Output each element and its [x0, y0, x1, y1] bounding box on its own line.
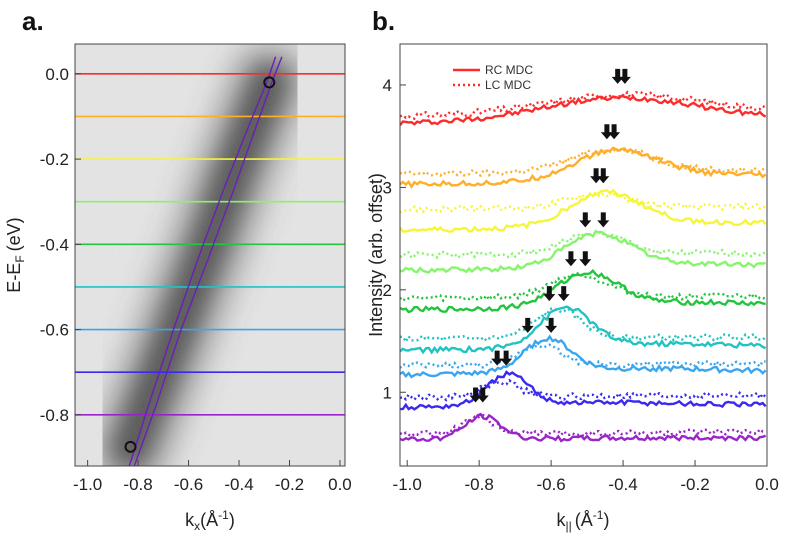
peak-arrow-icon-8-0	[469, 387, 482, 403]
peak-arrow-icon-8-1	[476, 387, 489, 403]
b-y-tick-label-3: 4	[383, 76, 392, 95]
panel-b-frame	[399, 43, 768, 467]
lc-mdc-curve-2	[400, 191, 766, 214]
y-tick-label-0: 0.0	[45, 65, 69, 84]
b-x-tick-label-4: -0.2	[680, 475, 709, 494]
x-title-close: )	[603, 510, 609, 530]
peak-arrow-icon-4-1	[579, 251, 592, 267]
panel-a-frame	[74, 43, 346, 467]
legend-label-lc: LC MDC	[485, 78, 531, 92]
peak-arrow-icon-0-1	[618, 68, 631, 84]
x-title-sup: -1	[218, 508, 229, 522]
peak-arrow-icon-6-0	[521, 317, 534, 333]
circle-marker-1	[124, 440, 137, 453]
panel-a-x-axis-title: kx(Å-1)	[185, 508, 235, 533]
panel-b-mdc-stack: -1.0 -0.8 -0.6 -0.4 -0.2 0.0 1 2 3 4 RC MDC LC MD…	[366, 43, 779, 533]
rc-mdc-curve-6	[400, 334, 767, 379]
peak-arrow-icon-7-1	[500, 350, 513, 366]
rc-mdc-curve-5	[400, 305, 767, 355]
panel-a-label: a.	[22, 6, 44, 36]
panel-b-y-axis-title: Intensity (arb. offset)	[366, 173, 386, 337]
x-title-k: k	[557, 510, 567, 530]
y-tick-label-3: -0.6	[40, 321, 69, 340]
y-tick-label-1: -0.2	[40, 150, 69, 169]
x-title-sup: -1	[593, 508, 604, 522]
peak-arrow-icon-7-0	[491, 350, 504, 366]
x-tick-label-5: 0.0	[328, 475, 352, 494]
legend: RC MDC LC MDC	[453, 63, 533, 92]
circle-marker-0	[263, 76, 276, 89]
b-y-tick-label-1: 2	[383, 281, 392, 300]
lc-mdc-curve-0	[400, 90, 767, 120]
b-x-tick-label-3: -0.4	[608, 475, 637, 494]
b-x-tick-label-2: -0.6	[536, 475, 565, 494]
peak-arrow-icon-2-1	[597, 168, 610, 184]
x-title-sub: x	[194, 519, 200, 533]
peak-arrow-icon-0-0	[611, 68, 624, 84]
x-title-unit: (Å	[575, 510, 593, 530]
mdc-curves	[400, 90, 767, 443]
x-tick-label-2: -0.6	[174, 475, 203, 494]
peak-arrow-icon-2-0	[590, 168, 603, 184]
peak-arrow-icon-3-0	[579, 212, 592, 228]
peak-arrow-icon-5-1	[557, 286, 570, 302]
b-x-tick-label-1: -0.8	[465, 475, 494, 494]
peak-arrow-icon-1-1	[608, 124, 621, 140]
rc-mdc-curve-2	[400, 188, 767, 233]
rc-mdc-curve-4	[400, 268, 766, 314]
lc-mdc-curve-7	[400, 378, 767, 402]
b-y-tick-label-2: 3	[383, 178, 392, 197]
x-tick-label-0: -1.0	[73, 475, 102, 494]
energy-cut-lines	[75, 73, 345, 416]
lc-mdc-curve-1	[400, 146, 767, 178]
y-title-e: E-E	[4, 263, 24, 293]
panel-a-y-axis-title: E-EF (eV)	[4, 217, 27, 292]
rc-mdc-curve-0	[400, 94, 767, 127]
x-tick-label-1: -0.8	[123, 475, 152, 494]
panel-a-heatmap: -1.0 -0.8 -0.6 -0.4 -0.2 0.0 0.0 -0.2 -0.4 -0.6 -0…	[4, 43, 352, 533]
panel-b-ticks: -1.0 -0.8 -0.6 -0.4 -0.2 0.0 1 2 3 4	[383, 76, 779, 494]
lc-mdc-curve-5	[400, 307, 767, 345]
peak-arrow-icon-5-0	[543, 286, 556, 302]
legend-label-rc: RC MDC	[485, 63, 533, 77]
rc-mdc-curve-3	[400, 230, 766, 274]
peak-arrow-icon-4-0	[564, 251, 577, 267]
lc-mdc-curve-3	[400, 229, 767, 260]
panel-b-label: b.	[372, 6, 395, 36]
x-title-sub: ||	[566, 519, 572, 533]
panel-a-ticks: -1.0 -0.8 -0.6 -0.4 -0.2 0.0 0.0 -0.2 -0.4 -0.6 -0…	[40, 65, 352, 494]
fit-curves	[128, 56, 283, 466]
y-tick-label-4: -0.8	[40, 406, 69, 425]
peak-arrows	[469, 68, 631, 403]
y-title-unit: (eV)	[4, 217, 24, 251]
lc-mdc-curve-4	[400, 271, 766, 303]
lc-mdc-curve-8	[400, 413, 766, 440]
panel-b-x-axis-title: k|| (Å-1)	[557, 508, 610, 533]
x-title-close: )	[229, 510, 235, 530]
b-y-tick-label-0: 1	[383, 383, 392, 402]
peak-arrow-icon-3-1	[597, 212, 610, 228]
x-title-k: k	[185, 510, 195, 530]
fermi-markers	[124, 76, 276, 453]
b-x-tick-label-5: 0.0	[755, 475, 779, 494]
x-tick-label-3: -0.4	[224, 475, 253, 494]
peak-arrow-icon-1-0	[600, 124, 613, 140]
peak-arrow-icon-6-1	[545, 317, 558, 333]
x-title-unit: (Å	[200, 510, 218, 530]
rc-mdc-curve-7	[400, 370, 767, 411]
x-tick-label-4: -0.2	[275, 475, 304, 494]
b-x-tick-label-0: -1.0	[393, 475, 422, 494]
y-tick-label-2: -0.4	[40, 235, 69, 254]
y-title-sub: F	[13, 255, 27, 262]
fit-curve-1	[133, 56, 283, 466]
rc-mdc-curve-8	[400, 412, 767, 443]
rc-mdc-curve-1	[400, 146, 767, 189]
fit-curve-0	[128, 56, 277, 466]
